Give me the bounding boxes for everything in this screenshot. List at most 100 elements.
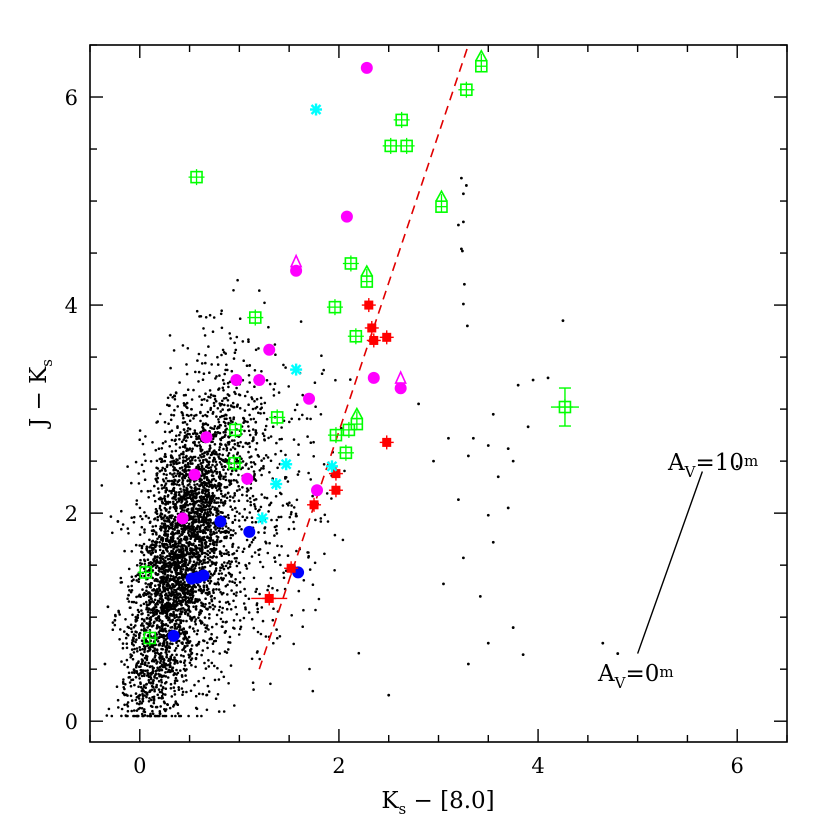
field-star xyxy=(201,506,204,510)
field-star xyxy=(161,648,164,651)
field-star xyxy=(168,542,172,546)
field-star xyxy=(224,472,228,475)
field-star xyxy=(171,666,175,669)
field-star xyxy=(215,470,219,474)
field-star xyxy=(187,714,190,718)
field-star xyxy=(491,540,495,544)
field-star xyxy=(219,501,223,504)
field-star xyxy=(193,490,197,493)
field-star xyxy=(148,521,152,524)
field-star xyxy=(250,617,254,621)
field-star xyxy=(117,706,120,709)
field-star xyxy=(219,410,222,413)
field-star xyxy=(195,632,199,636)
field-star xyxy=(241,493,244,497)
field-star xyxy=(138,702,141,706)
field-star xyxy=(153,499,157,503)
field-star xyxy=(325,492,329,495)
field-star xyxy=(187,427,190,430)
field-star xyxy=(275,441,278,445)
field-star xyxy=(225,620,228,624)
field-star xyxy=(181,568,185,571)
field-star xyxy=(296,473,300,476)
field-star xyxy=(219,312,223,316)
field-star xyxy=(204,630,207,633)
field-star xyxy=(247,611,251,614)
field-star xyxy=(212,316,216,319)
field-star xyxy=(192,441,195,444)
field-star xyxy=(182,661,186,664)
field-star xyxy=(457,498,460,502)
field-star xyxy=(110,714,114,718)
field-star xyxy=(168,520,171,524)
field-star xyxy=(198,585,202,588)
field-star xyxy=(167,500,170,504)
field-star xyxy=(182,416,185,420)
field-star xyxy=(531,378,535,382)
field-star xyxy=(137,610,141,614)
field-star xyxy=(140,639,144,642)
field-star xyxy=(171,534,175,538)
field-star xyxy=(141,689,145,693)
field-star xyxy=(210,483,213,487)
field-star xyxy=(297,470,301,473)
field-star xyxy=(215,561,218,564)
field-star xyxy=(252,438,255,442)
field-star xyxy=(214,563,217,566)
field-star xyxy=(133,647,136,651)
field-star xyxy=(203,476,206,480)
field-star xyxy=(238,580,242,584)
field-star xyxy=(227,553,231,557)
field-star xyxy=(237,484,240,488)
field-star xyxy=(132,637,135,640)
field-star xyxy=(151,712,155,716)
field-star xyxy=(237,633,241,636)
field-star xyxy=(138,533,142,536)
field-star xyxy=(159,705,162,708)
field-star xyxy=(601,641,605,645)
field-star xyxy=(270,518,273,522)
field-star xyxy=(187,635,191,639)
field-star xyxy=(167,659,170,662)
field-star xyxy=(267,510,270,513)
field-star xyxy=(262,411,266,415)
field-star xyxy=(233,494,236,497)
field-star xyxy=(181,599,185,602)
field-star xyxy=(297,443,300,446)
field-star xyxy=(163,497,167,501)
data-point xyxy=(310,103,323,116)
data-point xyxy=(200,431,213,444)
field-star xyxy=(123,703,126,707)
field-star xyxy=(209,528,213,532)
field-star xyxy=(176,609,179,612)
field-star xyxy=(126,701,130,704)
field-star xyxy=(176,644,180,647)
field-star xyxy=(225,496,229,500)
field-star xyxy=(221,527,224,530)
field-star xyxy=(124,683,127,686)
field-star xyxy=(211,410,215,414)
field-star xyxy=(178,454,181,457)
field-star xyxy=(201,496,205,499)
data-point xyxy=(394,370,407,388)
field-star xyxy=(193,455,197,459)
field-star xyxy=(145,545,149,548)
data-point xyxy=(393,111,410,128)
field-star xyxy=(143,453,146,456)
field-star xyxy=(208,389,212,392)
field-star xyxy=(147,700,151,703)
field-star xyxy=(282,363,285,367)
field-star xyxy=(169,658,173,661)
field-star xyxy=(141,442,145,446)
field-star xyxy=(167,568,170,571)
field-star xyxy=(138,677,141,680)
field-star xyxy=(268,471,271,474)
field-star xyxy=(154,550,157,554)
field-star xyxy=(242,616,246,620)
field-star xyxy=(175,679,179,682)
field-star xyxy=(171,465,175,468)
field-star xyxy=(211,556,214,559)
field-star xyxy=(250,396,253,399)
field-star xyxy=(205,498,208,502)
field-star xyxy=(159,508,163,512)
